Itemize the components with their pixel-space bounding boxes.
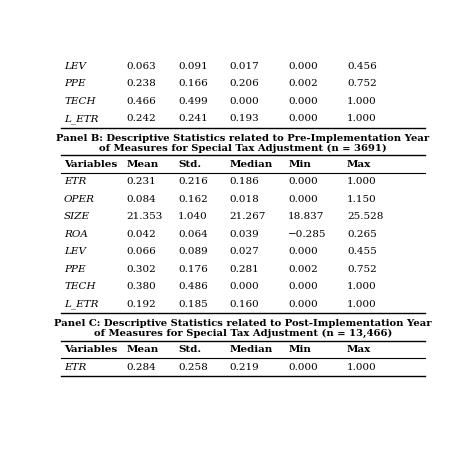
Text: 0.039: 0.039 [229,230,259,239]
Text: 0.000: 0.000 [288,300,318,309]
Text: 1.000: 1.000 [347,300,377,309]
Text: 0.084: 0.084 [127,195,156,204]
Text: 0.302: 0.302 [127,265,156,274]
Text: 0.064: 0.064 [178,230,208,239]
Text: 0.242: 0.242 [127,114,156,123]
Text: 21.353: 21.353 [127,212,163,221]
Text: 25.528: 25.528 [347,212,383,221]
Text: LEV: LEV [64,247,86,256]
Text: PPE: PPE [64,265,86,274]
Text: 0.185: 0.185 [178,300,208,309]
Text: L_ETR: L_ETR [64,300,99,309]
Text: 1.000: 1.000 [347,283,377,292]
Text: 0.027: 0.027 [229,247,259,256]
Text: of Measures for Special Tax Adjustment (n = 3691): of Measures for Special Tax Adjustment (… [99,144,387,153]
Text: 0.018: 0.018 [229,195,259,204]
Text: 1.040: 1.040 [178,212,208,221]
Text: 0.455: 0.455 [347,247,377,256]
Text: 0.380: 0.380 [127,283,156,292]
Text: Variables: Variables [64,160,117,169]
Text: 0.241: 0.241 [178,114,208,123]
Text: ROA: ROA [64,230,88,239]
Text: 0.456: 0.456 [347,62,377,71]
Text: 0.000: 0.000 [288,247,318,256]
Text: 0.166: 0.166 [178,79,208,88]
Text: Min: Min [288,345,311,354]
Text: 0.162: 0.162 [178,195,208,204]
Text: 0.089: 0.089 [178,247,208,256]
Text: 0.066: 0.066 [127,247,156,256]
Text: Panel C: Descriptive Statistics related to Post-Implementation Year: Panel C: Descriptive Statistics related … [54,319,432,328]
Text: 0.193: 0.193 [229,114,259,123]
Text: 0.192: 0.192 [127,300,156,309]
Text: 0.000: 0.000 [288,283,318,292]
Text: 0.042: 0.042 [127,230,156,239]
Text: 0.219: 0.219 [229,363,259,372]
Text: LEV: LEV [64,62,86,71]
Text: 0.281: 0.281 [229,265,259,274]
Text: Min: Min [288,160,311,169]
Text: Mean: Mean [127,160,159,169]
Text: 1.000: 1.000 [347,114,377,123]
Text: PPE: PPE [64,79,86,88]
Text: 0.000: 0.000 [288,177,318,186]
Text: 1.000: 1.000 [347,177,377,186]
Text: 0.017: 0.017 [229,62,259,71]
Text: 0.486: 0.486 [178,283,208,292]
Text: 0.000: 0.000 [288,114,318,123]
Text: 0.238: 0.238 [127,79,156,88]
Text: 0.216: 0.216 [178,177,208,186]
Text: 0.091: 0.091 [178,62,208,71]
Text: Std.: Std. [178,160,201,169]
Text: Panel B: Descriptive Statistics related to Pre-Implementation Year: Panel B: Descriptive Statistics related … [56,134,429,143]
Text: 0.000: 0.000 [288,363,318,372]
Text: 0.186: 0.186 [229,177,259,186]
Text: 0.176: 0.176 [178,265,208,274]
Text: 0.000: 0.000 [288,97,318,106]
Text: 0.002: 0.002 [288,79,318,88]
Text: 0.466: 0.466 [127,97,156,106]
Text: SIZE: SIZE [64,212,90,221]
Text: L_ETR: L_ETR [64,114,99,124]
Text: 0.258: 0.258 [178,363,208,372]
Text: Max: Max [347,160,371,169]
Text: 0.499: 0.499 [178,97,208,106]
Text: 0.752: 0.752 [347,79,377,88]
Text: 0.000: 0.000 [229,283,259,292]
Text: 1.150: 1.150 [347,195,377,204]
Text: ETR: ETR [64,177,86,186]
Text: 0.000: 0.000 [288,62,318,71]
Text: Median: Median [229,345,273,354]
Text: 0.231: 0.231 [127,177,156,186]
Text: 0.265: 0.265 [347,230,377,239]
Text: OPER: OPER [64,195,95,204]
Text: 18.837: 18.837 [288,212,325,221]
Text: 0.206: 0.206 [229,79,259,88]
Text: 0.002: 0.002 [288,265,318,274]
Text: −0.285: −0.285 [288,230,327,239]
Text: 0.752: 0.752 [347,265,377,274]
Text: Mean: Mean [127,345,159,354]
Text: 0.284: 0.284 [127,363,156,372]
Text: Median: Median [229,160,273,169]
Text: 0.160: 0.160 [229,300,259,309]
Text: Variables: Variables [64,345,117,354]
Text: 0.063: 0.063 [127,62,156,71]
Text: 1.000: 1.000 [347,363,377,372]
Text: TECH: TECH [64,97,96,106]
Text: 21.267: 21.267 [229,212,266,221]
Text: of Measures for Special Tax Adjustment (n = 13,466): of Measures for Special Tax Adjustment (… [94,329,392,338]
Text: ETR: ETR [64,363,86,372]
Text: 0.000: 0.000 [229,97,259,106]
Text: Max: Max [347,345,371,354]
Text: 0.000: 0.000 [288,195,318,204]
Text: 1.000: 1.000 [347,97,377,106]
Text: TECH: TECH [64,283,96,292]
Text: Std.: Std. [178,345,201,354]
